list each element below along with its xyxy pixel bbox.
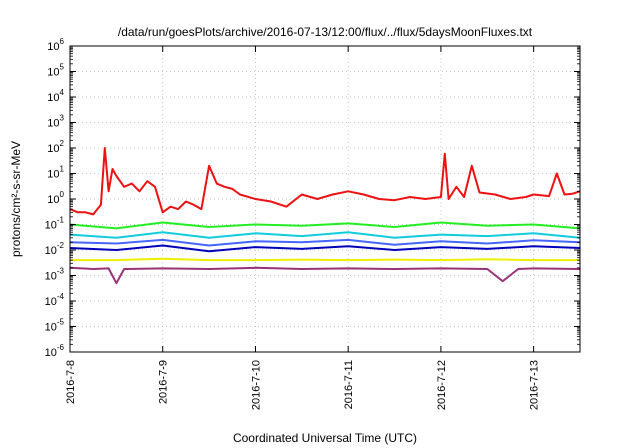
x-tick-label: 2016-7-9 (158, 360, 170, 404)
y-tick-label: 10-6 (45, 343, 65, 359)
y-tick-exponent: 1 (60, 165, 65, 174)
y-axis-label: protons/cm²-s-sr-MeV (9, 141, 23, 257)
y-tick-exponent: 5 (60, 63, 65, 72)
y-axis-label-text: protons/cm²-s-sr-MeV (9, 141, 23, 257)
chart-title: /data/run/goesPlots/archive/2016-07-13/1… (118, 25, 533, 39)
series-line-2 (69, 221, 581, 230)
y-tick-label: 10-2 (45, 241, 65, 257)
grid (69, 45, 580, 353)
y-tick-base: 10 (45, 220, 57, 232)
series-line-1 (69, 147, 581, 216)
y-tick-base: 10 (47, 194, 59, 206)
series-line-6 (70, 257, 580, 262)
y-tick-exponent: -4 (57, 292, 65, 301)
y-tick-label: 10-3 (45, 267, 65, 283)
y-tick-exponent: 6 (60, 37, 65, 46)
y-tick-base: 10 (45, 322, 57, 334)
y-tick-label: 100 (47, 190, 64, 206)
y-tick-label: 106 (47, 37, 64, 53)
ticks: 10-610-510-410-310-210-11001011021031041… (45, 37, 580, 410)
y-tick-label: 103 (47, 114, 64, 130)
series-line-5 (69, 244, 581, 253)
y-tick-exponent: -5 (57, 318, 65, 327)
y-tick-base: 10 (47, 67, 59, 79)
y-tick-exponent: -2 (57, 241, 65, 250)
x-tick-label: 2016-7-13 (529, 360, 541, 410)
series-line-7 (69, 266, 581, 285)
y-tick-base: 10 (47, 118, 59, 130)
series-layer (69, 147, 581, 285)
y-tick-label: 102 (47, 139, 64, 155)
y-tick-label: 10-5 (45, 318, 65, 334)
x-tick-label: 2016-7-11 (343, 360, 355, 409)
y-tick-label: 105 (47, 63, 64, 79)
x-tick-label: 2016-7-10 (250, 360, 262, 410)
y-tick-label: 101 (47, 165, 64, 181)
y-tick-exponent: 3 (60, 114, 65, 123)
y-tick-label: 104 (47, 88, 64, 104)
series-line-3 (69, 231, 581, 239)
y-tick-label: 10-1 (45, 216, 65, 232)
y-tick-base: 10 (45, 245, 57, 257)
y-tick-base: 10 (45, 347, 57, 359)
y-tick-base: 10 (47, 41, 59, 53)
y-tick-label: 10-4 (45, 292, 65, 308)
y-tick-exponent: -3 (57, 267, 65, 276)
x-axis-label: Coordinated Universal Time (UTC) (233, 431, 417, 445)
y-tick-base: 10 (47, 169, 59, 181)
y-tick-base: 10 (45, 271, 57, 283)
y-tick-exponent: 0 (60, 190, 65, 199)
y-tick-base: 10 (47, 92, 59, 104)
y-tick-base: 10 (47, 143, 59, 155)
y-tick-base: 10 (45, 296, 57, 308)
y-tick-exponent: 2 (60, 139, 65, 148)
x-tick-label: 2016-7-8 (65, 360, 77, 404)
y-tick-exponent: -1 (57, 216, 65, 225)
y-tick-exponent: 4 (60, 88, 65, 97)
series-line-4 (69, 238, 581, 247)
x-tick-label: 2016-7-12 (436, 360, 448, 410)
y-tick-exponent: -6 (57, 343, 65, 352)
